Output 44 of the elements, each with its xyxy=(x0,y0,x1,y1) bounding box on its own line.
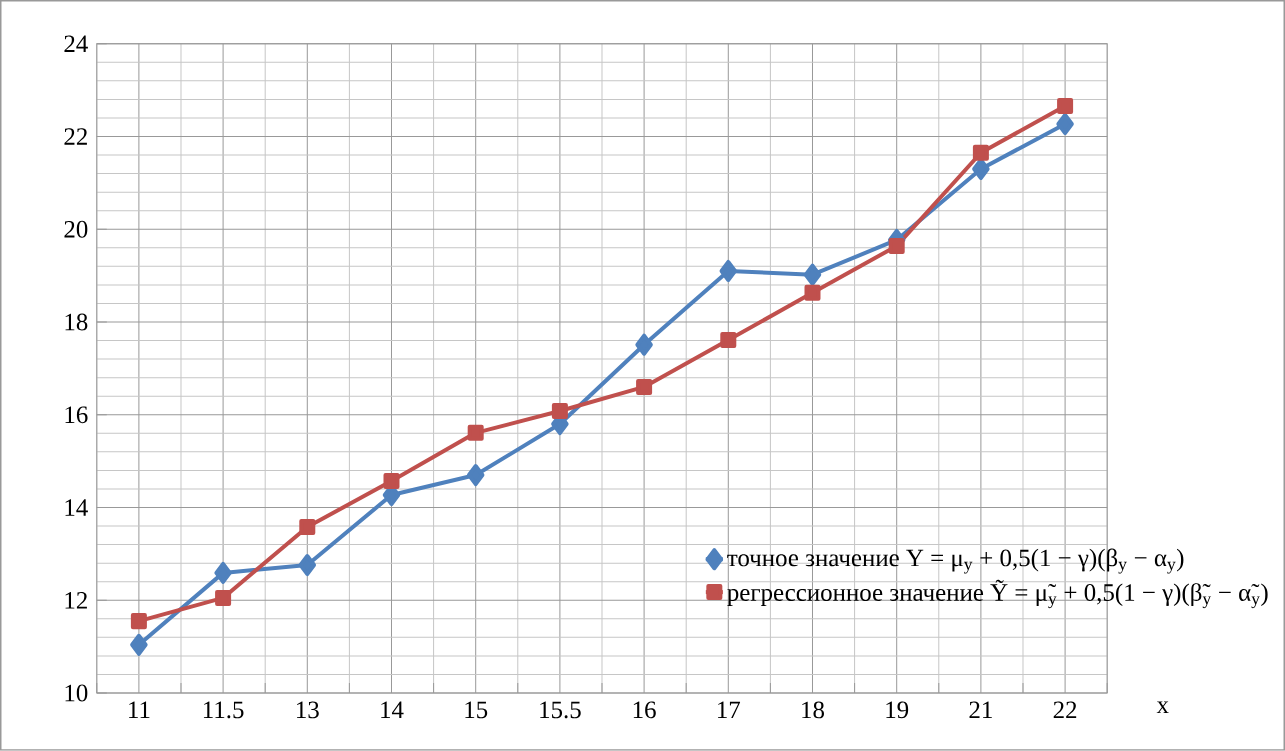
y-tick-label: 10 xyxy=(65,684,88,702)
point xyxy=(130,613,147,630)
point xyxy=(719,260,738,283)
point xyxy=(215,590,232,607)
y-tick-label: 12 xyxy=(65,592,87,609)
x-tick-label: 18 xyxy=(802,701,824,719)
x-tick-label: 15.5 xyxy=(540,701,581,719)
x-tick-label: 17 xyxy=(718,701,741,719)
point xyxy=(635,333,653,356)
point xyxy=(130,633,148,656)
y-tick-label: 24 xyxy=(64,35,88,53)
y-tick-label: 20 xyxy=(64,220,88,238)
point xyxy=(804,284,821,301)
point xyxy=(803,263,822,286)
y-tick-label: 22 xyxy=(64,128,87,145)
x-tick-label: 11.5 xyxy=(203,701,244,719)
point xyxy=(383,473,400,490)
point xyxy=(214,562,232,585)
y-tick-label: 14 xyxy=(65,499,88,516)
point xyxy=(299,519,316,536)
point xyxy=(972,158,990,181)
y-tick-label: 18 xyxy=(65,313,88,331)
x-tick-label: 15 xyxy=(465,701,488,719)
legend-label: регрессионное значение Ỹ = μ̃$_{y}$ + 0,5(1 − γ)(β̃$_{y}$ − α̃$_{y}$) xyxy=(727,579,1268,609)
legend-label: точное значение Y = μ$_{y}$ + 0,5(1 − γ)(β$_{y}$ − α$_{y}$) xyxy=(727,548,1184,574)
x-tick-label: 16 xyxy=(633,701,656,719)
x-tick-label: 22 xyxy=(1053,701,1077,719)
point xyxy=(972,144,989,161)
x-tick-label: 14 xyxy=(381,701,404,719)
point xyxy=(551,403,568,420)
x-tick-label: 13 xyxy=(297,701,319,719)
point xyxy=(1057,98,1074,114)
point xyxy=(466,464,485,487)
x-axis-title: x xyxy=(1156,701,1169,714)
point xyxy=(636,379,653,396)
point xyxy=(1056,113,1074,136)
point xyxy=(720,332,737,349)
x-tick-label: 19 xyxy=(886,701,909,719)
x-tick-label: 21 xyxy=(969,701,992,719)
x-tick-label: 11 xyxy=(129,701,150,719)
point xyxy=(467,424,484,441)
y-tick-label: 16 xyxy=(65,406,88,424)
point xyxy=(298,554,317,577)
point xyxy=(888,238,905,255)
